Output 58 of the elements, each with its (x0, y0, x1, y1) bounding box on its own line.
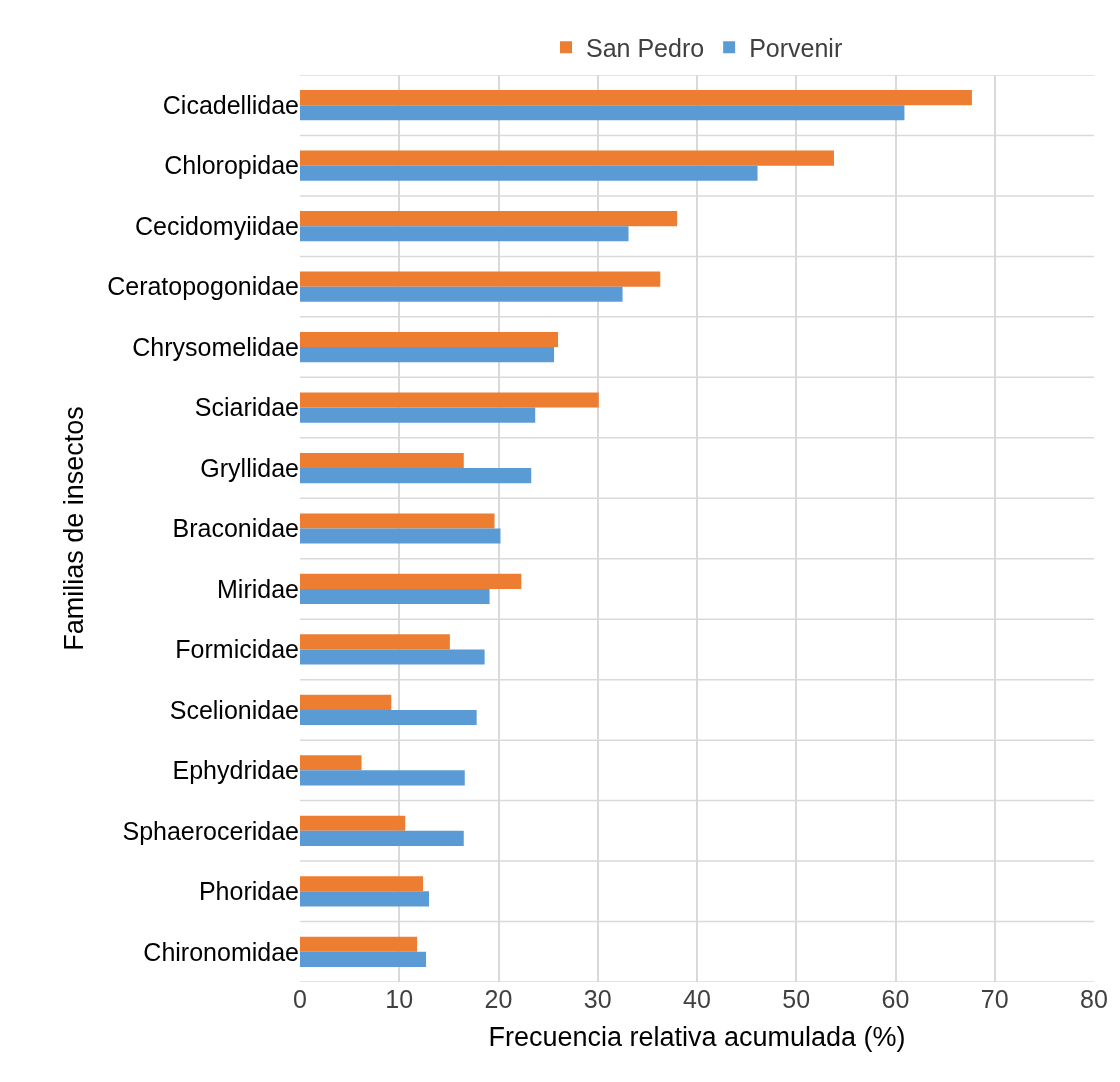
bar (300, 815, 406, 831)
bar (300, 271, 661, 287)
bar (300, 830, 464, 846)
bar (300, 347, 555, 363)
bar (300, 226, 629, 242)
y-tick-label: Sciaridae (194, 393, 299, 422)
legend-label: San Pedro (586, 33, 705, 62)
y-tick-label: Formicidae (175, 635, 299, 664)
y-tick-label: Gryllidae (200, 453, 299, 482)
bar (300, 770, 465, 786)
bar (300, 951, 427, 967)
bar (300, 936, 418, 952)
legend-label: Porvenir (749, 33, 843, 62)
y-tick-label: Chironomidae (143, 937, 299, 966)
y-tick-label: Chrysomelidae (132, 332, 299, 361)
bar (300, 649, 485, 665)
y-tick-label: Cicadellidae (162, 90, 299, 119)
bar (300, 694, 392, 710)
bar (300, 573, 522, 589)
y-tick-label: Miridae (217, 574, 299, 603)
bar (300, 468, 532, 484)
y-axis-title: Familias de insectos (59, 406, 90, 651)
bar (300, 452, 464, 469)
bar (300, 634, 450, 650)
bar (300, 331, 559, 348)
bar (300, 392, 599, 408)
bar (300, 513, 495, 529)
bar (300, 876, 424, 892)
bar (300, 407, 536, 423)
y-tick-label: Scelionidae (169, 695, 299, 724)
y-tick-label: Chloropidae (164, 151, 299, 180)
y-tick-label: Ceratopogonidae (107, 272, 299, 301)
bar (300, 891, 430, 907)
x-tick-label: 50 (782, 985, 811, 1013)
y-tick-label: Ephydridae (172, 756, 299, 785)
x-tick-label: 80 (1080, 985, 1108, 1013)
bar (300, 528, 501, 544)
y-tick-label: Braconidae (172, 514, 299, 543)
x-tick-label: 10 (385, 985, 414, 1013)
bar (300, 755, 362, 771)
y-tick-label: Cecidomyiidae (135, 211, 299, 240)
x-tick-label: 30 (583, 985, 612, 1013)
y-tick-label: Sphaeroceridae (122, 816, 299, 845)
y-tick-label: Phoridae (198, 877, 299, 906)
bar (300, 90, 972, 106)
x-tick-label: 60 (881, 985, 910, 1013)
bar (300, 105, 905, 121)
x-tick-label: 0 (293, 985, 307, 1013)
x-tick-label: 70 (980, 985, 1009, 1013)
bar (300, 150, 834, 166)
bar (300, 211, 678, 227)
bar (300, 588, 490, 605)
bar (300, 709, 477, 726)
x-tick-label: 20 (484, 985, 513, 1013)
x-tick-label: 40 (683, 985, 711, 1013)
bar (300, 286, 623, 302)
bar (300, 165, 758, 181)
x-axis-title: Frecuencia relativa acumulada (%) (488, 1022, 906, 1053)
